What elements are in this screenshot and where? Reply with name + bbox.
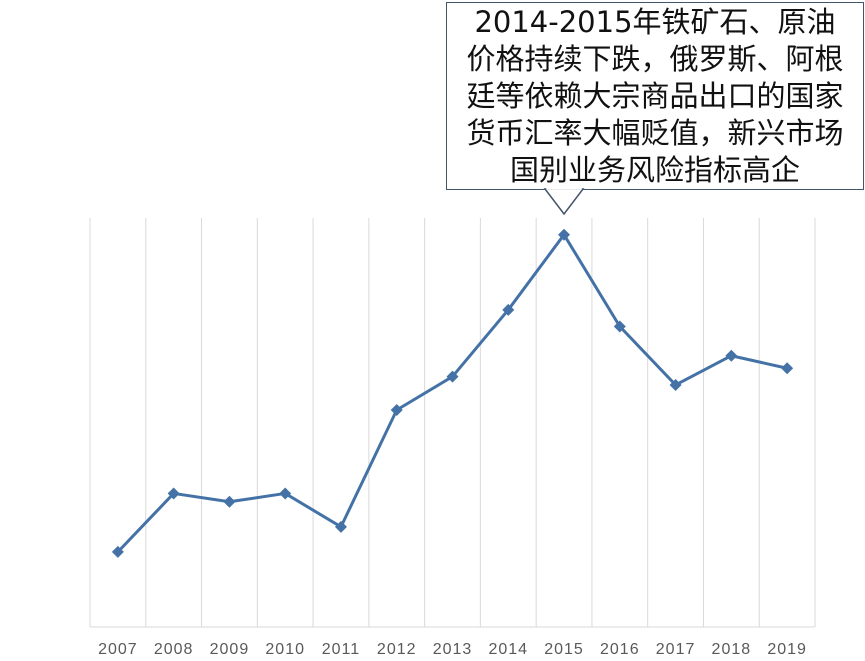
annotation-text: 2014-2015年铁矿石、原油价格持续下跌，俄罗斯、阿根廷等依赖大宗商品出口的… [466,4,844,187]
data-point-2019 [781,362,794,375]
x-tick-label: 2015 [544,641,584,658]
data-point-2012 [390,403,403,416]
x-tick-label: 2019 [767,641,807,658]
data-point-2018 [725,349,738,362]
data-point-2010 [279,487,292,500]
vertical-gridlines [89,218,816,628]
data-point-2014 [502,303,515,316]
data-point-2007 [111,545,124,558]
x-axis-tick-labels: 2007 2008 2009 2010 2011 2012 2013 2014 2015 2016… [98,641,807,658]
series-line [116,233,788,553]
x-tick-label: 2013 [433,641,473,658]
data-point-2009 [223,495,236,508]
data-point-2017 [669,378,682,391]
series-line-path [116,233,788,553]
series-markers [111,228,794,558]
x-tick-label: 2009 [210,641,250,658]
x-tick-label: 2010 [265,641,305,658]
x-tick-label: 2007 [98,641,138,658]
x-tick-label: 2017 [656,641,696,658]
x-tick-label: 2018 [712,641,752,658]
data-point-2015 [558,228,571,241]
x-tick-label: 2012 [377,641,417,658]
data-point-2013 [446,370,459,383]
x-tick-label: 2011 [322,641,360,658]
data-point-2011 [334,520,347,533]
x-tick-label: 2014 [488,641,528,658]
data-point-2016 [613,320,626,333]
annotation-callout: 2014-2015年铁矿石、原油价格持续下跌，俄罗斯、阿根廷等依赖大宗商品出口的… [446,2,864,190]
x-tick-label: 2016 [600,641,640,658]
data-point-2008 [167,487,180,500]
x-tick-label: 2008 [154,641,194,658]
